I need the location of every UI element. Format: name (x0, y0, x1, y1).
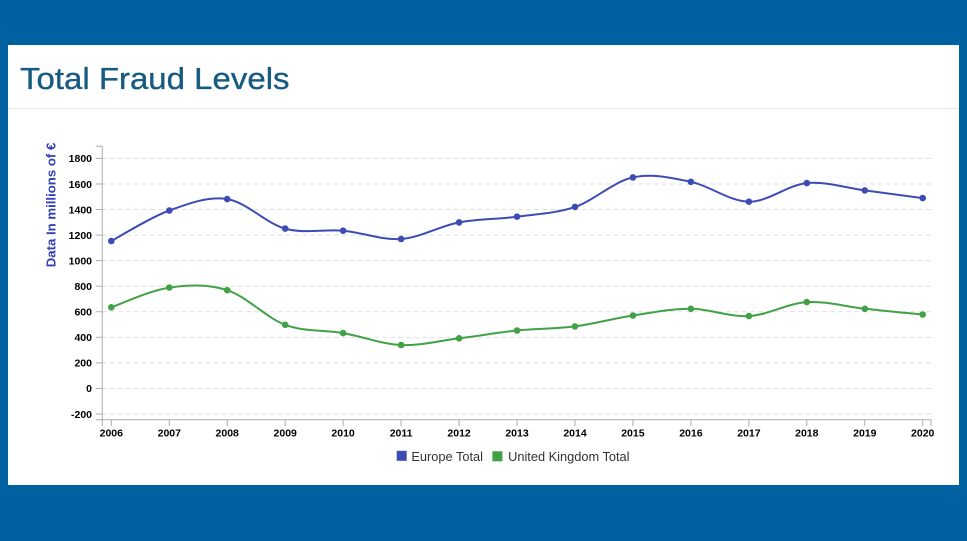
svg-text:1400: 1400 (69, 204, 93, 216)
svg-text:2011: 2011 (390, 428, 413, 440)
svg-text:Data In millions of €: Data In millions of € (44, 142, 59, 267)
svg-text:1800: 1800 (69, 153, 93, 165)
svg-text:United Kingdom Total: United Kingdom Total (508, 449, 629, 464)
svg-text:600: 600 (74, 307, 92, 319)
svg-text:2017: 2017 (737, 428, 761, 440)
svg-text:2020: 2020 (911, 428, 935, 440)
svg-text:Europe Total: Europe Total (411, 449, 483, 464)
svg-text:2010: 2010 (331, 428, 355, 440)
svg-text:2008: 2008 (216, 428, 240, 440)
svg-text:0: 0 (86, 383, 92, 395)
svg-text:1600: 1600 (69, 179, 93, 191)
svg-text:2019: 2019 (853, 428, 877, 440)
svg-text:2007: 2007 (158, 428, 182, 440)
svg-text:2006: 2006 (100, 428, 124, 440)
svg-text:2018: 2018 (795, 428, 819, 440)
svg-text:-200: -200 (71, 409, 92, 421)
svg-text:2009: 2009 (274, 428, 298, 440)
svg-text:2013: 2013 (505, 428, 529, 440)
svg-text:2012: 2012 (447, 428, 471, 440)
svg-text:400: 400 (74, 332, 92, 344)
svg-text:800: 800 (74, 281, 92, 293)
svg-text:200: 200 (74, 358, 92, 370)
svg-text:1200: 1200 (69, 230, 93, 242)
svg-text:2016: 2016 (679, 428, 703, 440)
svg-text:1000: 1000 (69, 255, 93, 267)
svg-text:2015: 2015 (621, 428, 645, 440)
svg-text:2014: 2014 (563, 428, 587, 440)
